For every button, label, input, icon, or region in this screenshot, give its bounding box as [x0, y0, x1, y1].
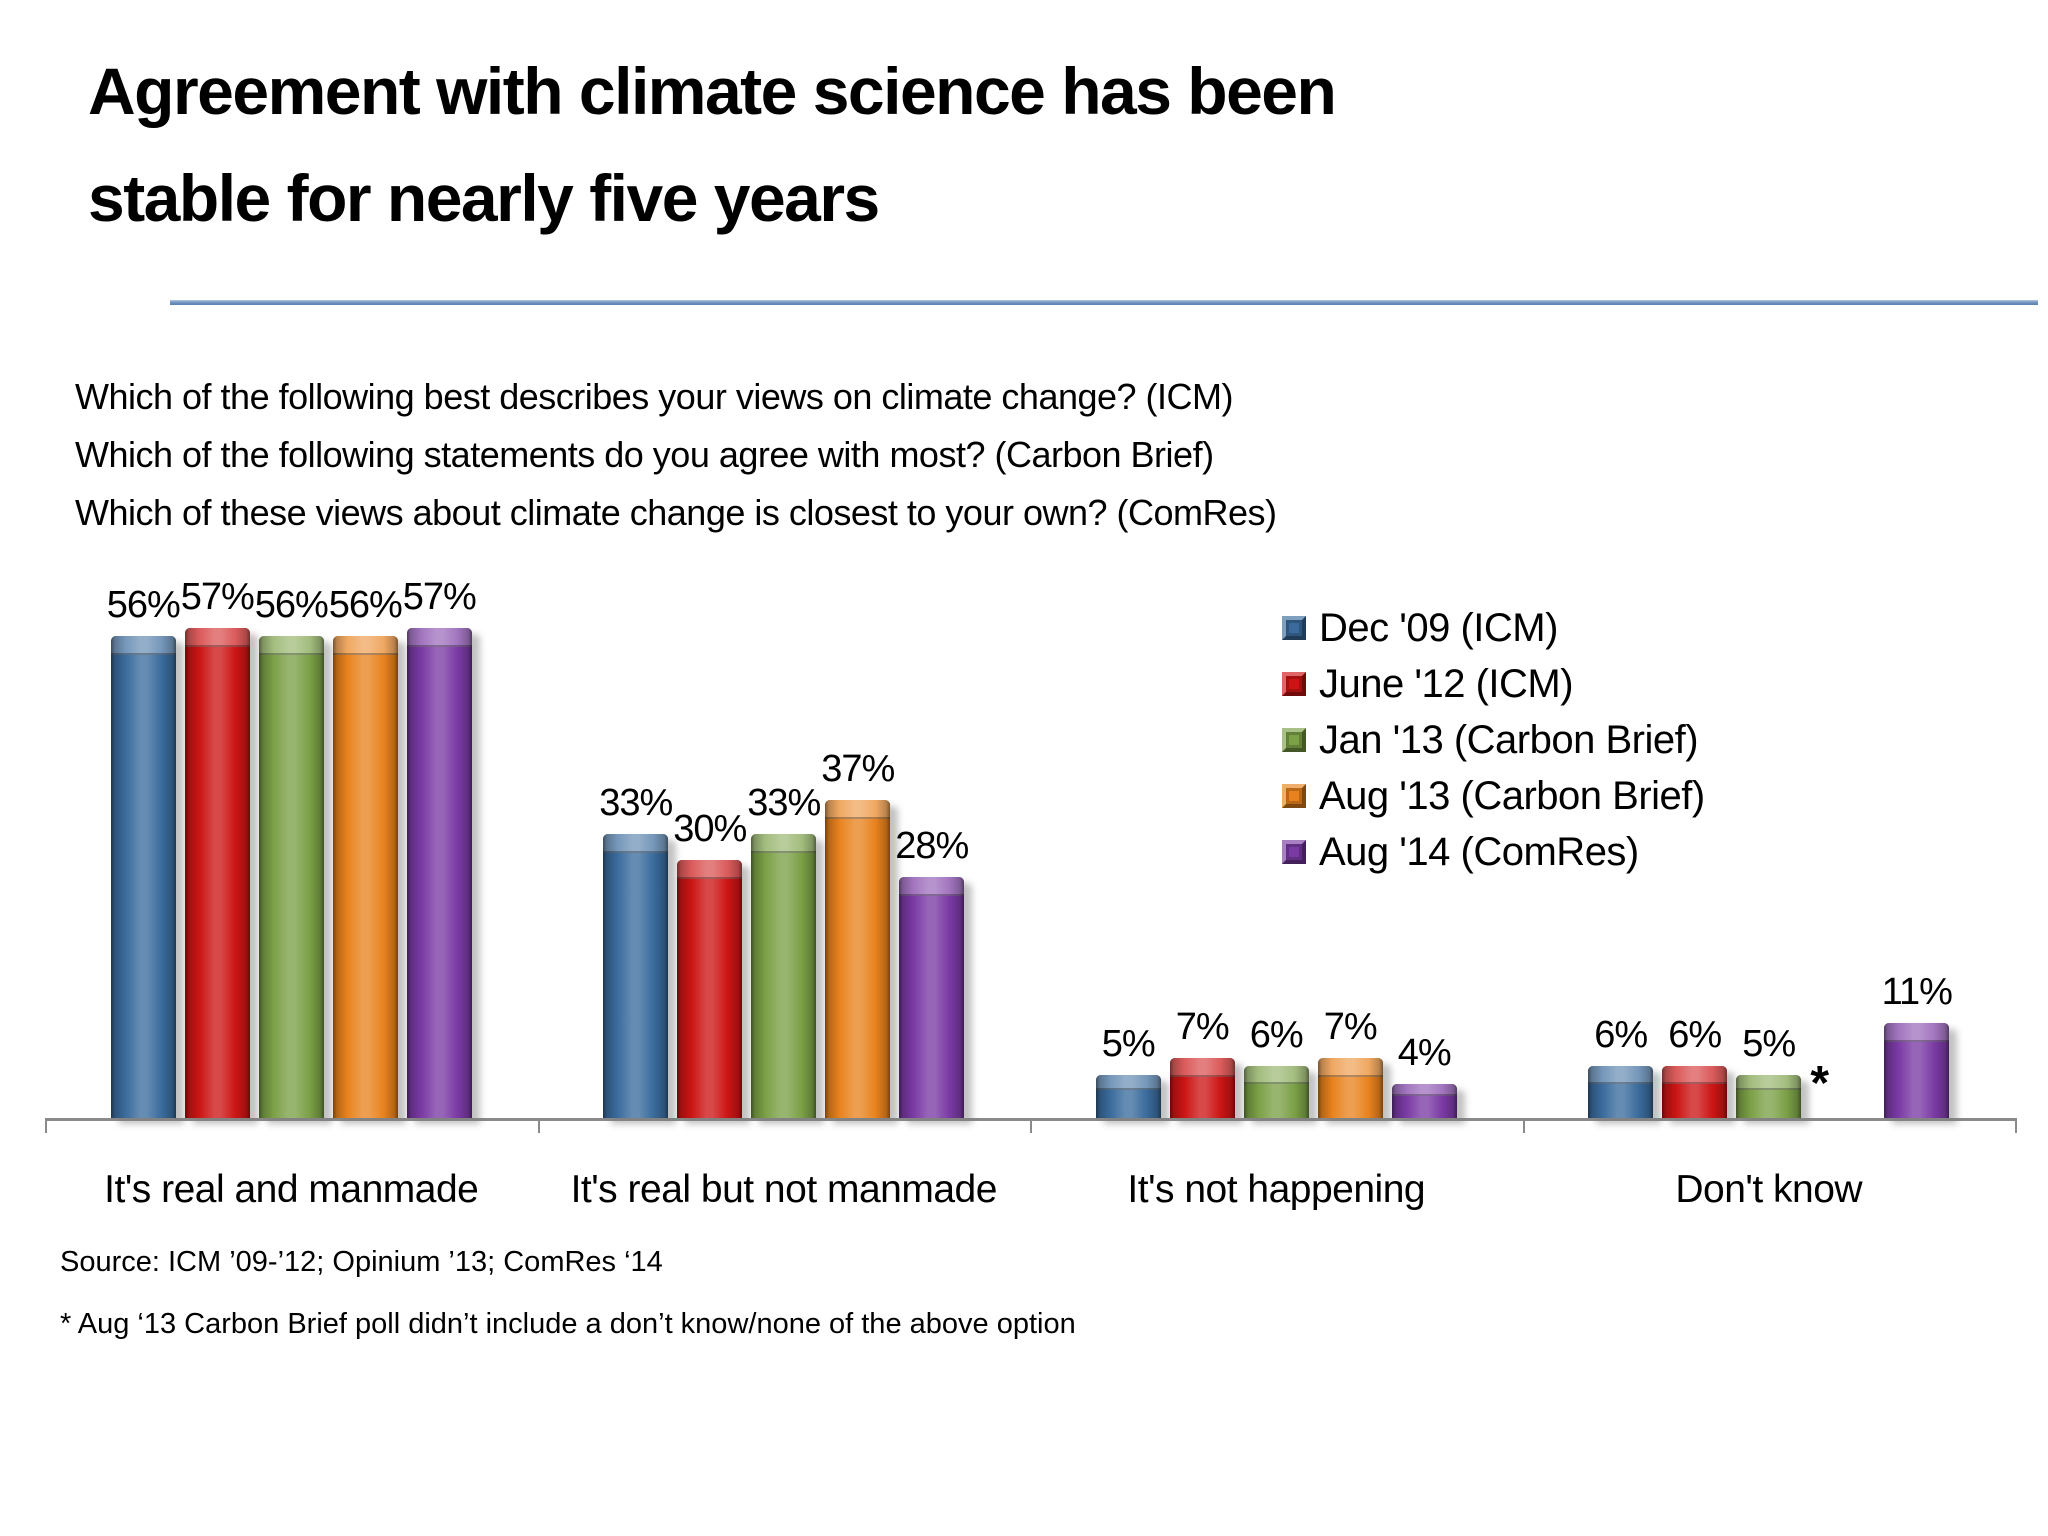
- bar: [110, 636, 176, 1118]
- bar-value-label: 57%: [180, 576, 255, 618]
- source-note: Source: ICM ’09-’12; Opinium ’13; ComRes…: [60, 1246, 663, 1278]
- bar-value-label: 4%: [1397, 1032, 1452, 1074]
- bar-value-label: 33%: [747, 782, 821, 824]
- bar-top-bevel: [110, 636, 176, 655]
- bar-top-bevel: [1884, 1023, 1950, 1042]
- bar: [825, 800, 891, 1118]
- bar-value-label: 6%: [1594, 1014, 1648, 1056]
- legend-item: Dec '09 (ICM): [1282, 600, 1705, 656]
- legend-swatch: [1282, 784, 1306, 808]
- bar-value-label: 56%: [106, 584, 181, 626]
- bar-top-bevel: [1095, 1075, 1161, 1090]
- bar-top-bevel: [1736, 1075, 1802, 1090]
- bar-top-bevel: [258, 636, 324, 655]
- bar-top-bevel: [184, 628, 250, 647]
- bar: [1588, 1066, 1654, 1118]
- bar-value-label: 7%: [1175, 1006, 1230, 1048]
- axis-tick: [537, 1118, 540, 1133]
- legend-label: June '12 (ICM): [1319, 661, 1574, 706]
- bar: [184, 628, 250, 1118]
- bar: [1095, 1075, 1161, 1118]
- legend-swatch: [1282, 672, 1306, 696]
- bar: [1391, 1084, 1457, 1118]
- bar: [677, 860, 743, 1118]
- bar: [1169, 1058, 1235, 1118]
- bar-value-label: 7%: [1323, 1006, 1378, 1048]
- bar: [332, 636, 398, 1118]
- bar-top-bevel: [1391, 1084, 1457, 1096]
- legend-swatch: [1282, 616, 1306, 640]
- bar-value-label: 28%: [895, 825, 969, 867]
- survey-question-carbon-brief: Which of the following statements do you…: [75, 434, 1214, 475]
- bar-top-bevel: [1588, 1066, 1654, 1084]
- axis-tick: [1030, 1118, 1032, 1133]
- bar-value-label: 57%: [402, 576, 477, 618]
- category-label: It's not happening: [1127, 1168, 1426, 1211]
- legend-label: Dec '09 (ICM): [1319, 605, 1558, 650]
- title-underline: [170, 300, 2038, 305]
- bar-top-bevel: [406, 628, 472, 647]
- bar: [751, 834, 817, 1118]
- missing-data-asterisk: *: [1810, 1057, 1830, 1110]
- bar-top-bevel: [825, 800, 891, 819]
- bar-top-bevel: [1243, 1066, 1309, 1084]
- bar: [1243, 1066, 1309, 1118]
- bar: [1884, 1023, 1950, 1118]
- category-label: It's real but not manmade: [570, 1168, 998, 1211]
- survey-question-icm: Which of the following best describes yo…: [75, 376, 1234, 417]
- survey-questions: Which of the following best describes yo…: [75, 368, 1277, 542]
- bar-value-label: 5%: [1101, 1023, 1156, 1065]
- bar-value-label: 56%: [328, 584, 403, 626]
- legend-label: Jan '13 (Carbon Brief): [1319, 717, 1699, 762]
- bar-value-label: 6%: [1668, 1014, 1722, 1056]
- legend-item: Aug '13 (Carbon Brief): [1282, 768, 1705, 824]
- legend-item: Jan '13 (Carbon Brief): [1282, 712, 1705, 768]
- legend-swatch: [1282, 728, 1306, 752]
- bar-top-bevel: [1169, 1058, 1235, 1077]
- legend-item: June '12 (ICM): [1282, 656, 1705, 712]
- chart-legend: Dec '09 (ICM) June '12 (ICM) Jan '13 (Carb…: [1282, 600, 1705, 880]
- bar-top-bevel: [603, 834, 669, 853]
- survey-question-comres: Which of these views about climate chang…: [75, 492, 1277, 533]
- legend-label: Aug '13 (Carbon Brief): [1319, 773, 1705, 818]
- legend-label: Aug '14 (ComRes): [1319, 829, 1639, 874]
- axis-tick: [1522, 1118, 1525, 1133]
- bar: [258, 636, 324, 1118]
- bar: [1662, 1066, 1728, 1118]
- bar: [1317, 1058, 1383, 1118]
- bar: [406, 628, 472, 1118]
- bar-top-bevel: [1662, 1066, 1728, 1084]
- bar-top-bevel: [677, 860, 743, 879]
- bar-value-label: 37%: [821, 748, 895, 790]
- category-label: Don't know: [1675, 1168, 1863, 1211]
- bar-top-bevel: [332, 636, 398, 655]
- axis-tick: [45, 1118, 47, 1133]
- slide-title-line2: stable for nearly five years: [88, 161, 880, 235]
- bar-value-label: 33%: [599, 782, 673, 824]
- bar: [899, 877, 965, 1118]
- axis-tick: [2015, 1118, 2017, 1133]
- bar-top-bevel: [1317, 1058, 1383, 1077]
- asterisk-footnote: * Aug ‘13 Carbon Brief poll didn’t inclu…: [60, 1308, 1076, 1340]
- slide-title: Agreement with climate science has been …: [88, 38, 1988, 252]
- bar: [1736, 1075, 1802, 1118]
- bar-top-bevel: [751, 834, 817, 853]
- category-label: It's real and manmade: [104, 1168, 479, 1211]
- bar-value-label: 5%: [1742, 1023, 1796, 1065]
- bar-value-label: 30%: [673, 808, 747, 850]
- legend-swatch: [1282, 840, 1306, 864]
- bar-value-label: 11%: [1881, 971, 1953, 1013]
- legend-item: Aug '14 (ComRes): [1282, 824, 1705, 880]
- bar-value-label: 56%: [254, 584, 329, 626]
- bar-value-label: 6%: [1249, 1014, 1304, 1056]
- bar-top-bevel: [899, 877, 965, 896]
- bar: [603, 834, 669, 1118]
- slide-title-line1: Agreement with climate science has been: [88, 54, 1337, 128]
